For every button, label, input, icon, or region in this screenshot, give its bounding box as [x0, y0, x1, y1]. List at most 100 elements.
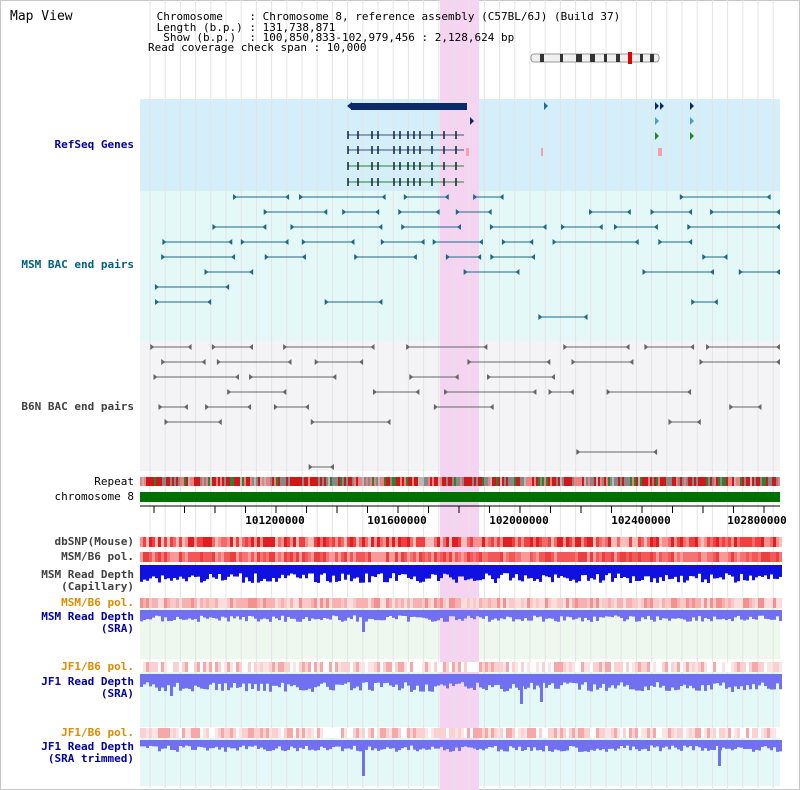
pol-cell [428, 728, 431, 738]
pol-cell [758, 552, 761, 562]
jf1-depth-sra-bar [500, 674, 503, 689]
msm-depth-cap-label[interactable]: MSM Read Depth [41, 568, 134, 581]
repeat-cell [442, 477, 444, 486]
jf1-depth-sra-bar [407, 674, 410, 686]
msm-bac-pair-end [398, 209, 403, 215]
msm-depth-cap-bar [302, 565, 305, 575]
dbsnp-cell [482, 537, 485, 547]
jf1-b6-pol-2-label[interactable]: JF1/B6 pol. [61, 726, 134, 739]
repeat-cell [214, 477, 216, 486]
b6n-bac-pair-end [332, 374, 337, 380]
pol-cell [716, 728, 719, 738]
b6n-bac-label[interactable]: B6N BAC end pairs [21, 400, 134, 413]
msm-depth-cap-bar [188, 565, 191, 578]
jf1-depth-trim-bar [266, 740, 269, 751]
msm-depth-cap-bar [722, 565, 725, 580]
refseq-genes-label[interactable]: RefSeq Genes [54, 138, 134, 151]
jf1-b6-pol-label[interactable]: JF1/B6 pol. [61, 660, 134, 673]
pol-cell [692, 728, 695, 738]
jf1-depth-sra-bar [677, 674, 680, 690]
jf1-depth-trim-bar [380, 740, 383, 750]
pol-cell [437, 598, 440, 608]
msm-depth-sra-bar [389, 610, 392, 616]
repeat-cell [566, 477, 568, 486]
pol-cell [551, 662, 554, 672]
msm-depth-sra-bar [722, 610, 725, 619]
pol-cell [521, 728, 524, 738]
msm-depth-sra-label[interactable]: MSM Read Depth [41, 610, 134, 623]
dbsnp-cell [158, 537, 161, 547]
msm-depth-sra-bar [221, 610, 224, 617]
pol-cell [158, 728, 161, 738]
msm-depth-sra-bar [515, 610, 518, 620]
dbsnp-cell [593, 537, 596, 547]
repeat-cell [180, 477, 182, 486]
msm-b6-pol-label[interactable]: MSM/B6 pol. [61, 550, 134, 563]
jf1-depth-trim-bar [686, 740, 689, 748]
pol-cell [404, 598, 407, 608]
jf1-depth-trim-bar [758, 740, 761, 751]
pol-cell [359, 552, 362, 562]
jf1-depth-trim-bar [542, 740, 545, 752]
jf1-depth-trim-bar [143, 740, 146, 747]
pol-cell [677, 552, 680, 562]
jf1-depth-sra-bar [233, 674, 236, 683]
dbsnp-cell [491, 537, 494, 547]
b6n-bac-pair-end [359, 359, 364, 365]
msm-depth-sra-bar [674, 610, 677, 619]
pol-cell [497, 552, 500, 562]
pol-cell [677, 662, 680, 672]
dbsnp-label[interactable]: dbSNP(Mouse) [54, 535, 134, 548]
jf1-depth-trim-bar [503, 740, 506, 752]
jf1-depth-sra-label[interactable]: JF1 Read Depth [41, 675, 134, 688]
msm-bac-pair-end [455, 209, 460, 215]
jf1-depth-trim-bar [695, 740, 698, 747]
repeat-cell [298, 477, 300, 486]
pol-cell [398, 728, 401, 738]
msm-depth-sra-bar [485, 610, 488, 617]
jf1-depth-trim-bar [491, 740, 494, 748]
pol-cell [269, 728, 272, 738]
msm-bac-label[interactable]: MSM BAC end pairs [21, 258, 134, 271]
msm-depth-cap-bar [641, 565, 644, 580]
pol-cell [512, 662, 515, 672]
dbsnp-cell [401, 537, 404, 547]
msm-depth-sra-bar [263, 610, 266, 619]
msm-depth-sra-bar [647, 610, 650, 616]
pol-cell [167, 598, 170, 608]
jf1-depth-sra-bar [599, 674, 602, 688]
jf1-depth-trim-bar [356, 740, 359, 751]
pol-cell [692, 552, 695, 562]
jf1-depth-trim-bar [221, 740, 224, 748]
repeat-cell [466, 477, 468, 486]
pol-cell [608, 598, 611, 608]
pol-cell [491, 598, 494, 608]
pol-cell [659, 662, 662, 672]
dbsnp-cell [338, 537, 341, 547]
pol-cell [230, 728, 233, 738]
pol-cell [764, 662, 767, 672]
pol-cell [368, 662, 371, 672]
pol-cell [722, 728, 725, 738]
dbsnp-cell [425, 537, 428, 547]
msm-b6-pol-2-label[interactable]: MSM/B6 pol. [61, 596, 134, 609]
msm-depth-sra-bar [152, 610, 155, 618]
repeat-cell [198, 477, 200, 486]
msm-depth-sra-bar [425, 610, 428, 619]
jf1-depth-sra-bar [674, 674, 677, 691]
pol-cell [155, 552, 158, 562]
msm-depth-cap-bar [230, 565, 233, 575]
dbsnp-cell [335, 537, 338, 547]
pol-cell [356, 552, 359, 562]
pol-cell [458, 552, 461, 562]
repeat-cell [342, 477, 344, 486]
pol-cell [542, 552, 545, 562]
jf1-depth-trim-bar [389, 740, 392, 749]
jf1-depth-trim-label[interactable]: JF1 Read Depth [41, 740, 134, 753]
repeat-cell [338, 477, 340, 486]
repeat-cell [228, 477, 230, 486]
repeat-cell [732, 477, 734, 486]
pol-cell [659, 728, 662, 738]
jf1-depth-sra-bar [701, 674, 704, 686]
